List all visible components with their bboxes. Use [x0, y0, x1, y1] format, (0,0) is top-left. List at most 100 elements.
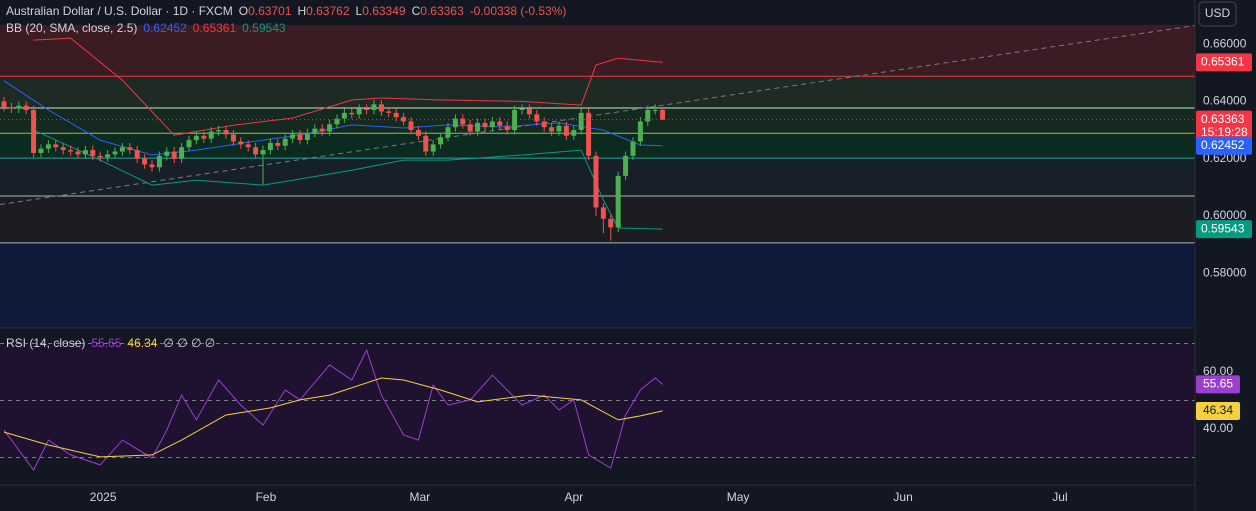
rsi-badge — [1196, 375, 1240, 394]
candle-body — [438, 137, 444, 145]
legend-item: C — [412, 4, 421, 18]
x-tick-label: Mar — [410, 490, 431, 504]
candle-body — [223, 130, 229, 135]
x-tick-label: Apr — [564, 490, 583, 504]
legend-row: Australian Dollar / U.S. Dollar · 1D · F… — [6, 4, 566, 18]
legend-item: ∅ ∅ ∅ ∅ — [163, 336, 215, 350]
candle-body — [349, 112, 355, 115]
price-badge-label: 0.59543 — [1201, 221, 1245, 235]
candle-body — [445, 127, 451, 138]
price-badge — [1196, 220, 1252, 239]
legend-item: 0.63762 — [306, 4, 350, 18]
candle-body — [127, 147, 133, 151]
unit-label: USD — [1205, 6, 1231, 20]
candle-body — [630, 141, 636, 156]
x-tick-label: 2025 — [90, 490, 117, 504]
price-badge — [1196, 53, 1252, 72]
rsi-line — [3, 377, 663, 458]
candle-body — [149, 164, 155, 168]
legend-item: 0.63349 — [362, 4, 406, 18]
y-tick-label: 0.64000 — [1203, 94, 1247, 108]
candle-body — [408, 121, 414, 131]
candle-body — [364, 108, 370, 111]
candle-body — [319, 128, 325, 132]
x-tick-label: Jun — [893, 490, 912, 504]
candle-body — [230, 134, 236, 142]
candle-body — [260, 150, 266, 155]
candle-body — [415, 130, 421, 136]
candle-body — [645, 110, 651, 122]
candle-body — [179, 147, 185, 159]
candle-body — [482, 122, 488, 128]
candle-body — [16, 105, 22, 109]
candle-body — [475, 122, 481, 132]
candle-body — [282, 138, 288, 146]
legend-item: 55.65 — [91, 336, 121, 350]
unit-button[interactable] — [1198, 1, 1237, 27]
candle-body — [238, 141, 244, 145]
candle-body — [171, 151, 177, 159]
candle-body — [134, 150, 140, 159]
candle-body — [586, 112, 592, 156]
candle-body — [549, 127, 555, 132]
price-zone — [0, 76, 1195, 108]
candle-body — [578, 112, 584, 131]
price-badge-label: 0.62452 — [1201, 138, 1245, 152]
candle-body — [378, 104, 384, 112]
candle-body — [245, 144, 251, 148]
legend-item: H — [297, 4, 306, 18]
candle-body — [489, 121, 495, 128]
candle-body — [105, 154, 111, 158]
candle-body — [608, 218, 614, 228]
legend-row: BB (20, SMA, close, 2.5) 0.62452 0.65361 0.… — [6, 21, 286, 35]
candle-body — [637, 121, 643, 142]
y-tick-label: 0.58000 — [1203, 265, 1247, 279]
candle-body — [423, 135, 429, 152]
candle-body — [341, 112, 347, 119]
price-badge-timer: 15:19:28 — [1201, 125, 1248, 139]
candle-body — [119, 147, 125, 152]
bb-line — [33, 37, 663, 136]
legend-item: O — [239, 4, 248, 18]
candle-body — [615, 175, 621, 228]
candle-body — [23, 105, 29, 111]
y-tick-label: 0.66000 — [1203, 36, 1247, 50]
candle-body — [186, 140, 192, 148]
candle-body — [460, 118, 466, 125]
y-tick-label: 60.00 — [1203, 364, 1233, 378]
candle-body — [386, 111, 392, 113]
candle-body — [45, 144, 51, 149]
candle-body — [38, 148, 44, 153]
candle-body — [556, 125, 562, 132]
legend-item: L — [356, 4, 363, 18]
candle-body — [660, 109, 666, 120]
candle-body — [82, 150, 88, 155]
candle-body — [193, 135, 199, 141]
candle-body — [68, 150, 74, 152]
candle-body — [267, 142, 273, 151]
candle-body — [60, 147, 66, 151]
candle-body — [504, 125, 510, 131]
legend-item: 0.62452 — [143, 21, 187, 35]
price-zone — [0, 24, 1195, 77]
candle-body — [497, 121, 503, 126]
candle-body — [208, 131, 214, 139]
candle-body — [571, 130, 577, 136]
candle-body — [216, 130, 222, 132]
x-tick-label: Feb — [256, 490, 277, 504]
candle-body — [467, 124, 473, 132]
candle-body — [297, 134, 303, 141]
candle-body — [275, 142, 281, 146]
candle-body — [356, 108, 362, 115]
candle-body — [430, 144, 436, 152]
rsi-badge-label: 55.65 — [1203, 377, 1233, 391]
legend-row: RSI (14, close) 55.65 46.34 ∅ ∅ ∅ ∅ — [6, 336, 215, 350]
candle-body — [290, 134, 296, 139]
candle-body — [253, 147, 259, 155]
x-tick-label: May — [727, 490, 750, 504]
candle-body — [401, 117, 407, 122]
rsi-badge-label: 46.34 — [1203, 403, 1233, 417]
legend-item: Australian Dollar / U.S. Dollar · 1D · F… — [6, 4, 233, 18]
